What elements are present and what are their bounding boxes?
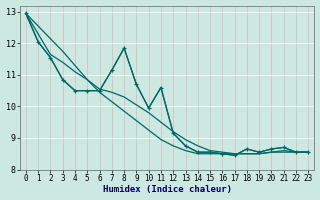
X-axis label: Humidex (Indice chaleur): Humidex (Indice chaleur) bbox=[103, 185, 232, 194]
